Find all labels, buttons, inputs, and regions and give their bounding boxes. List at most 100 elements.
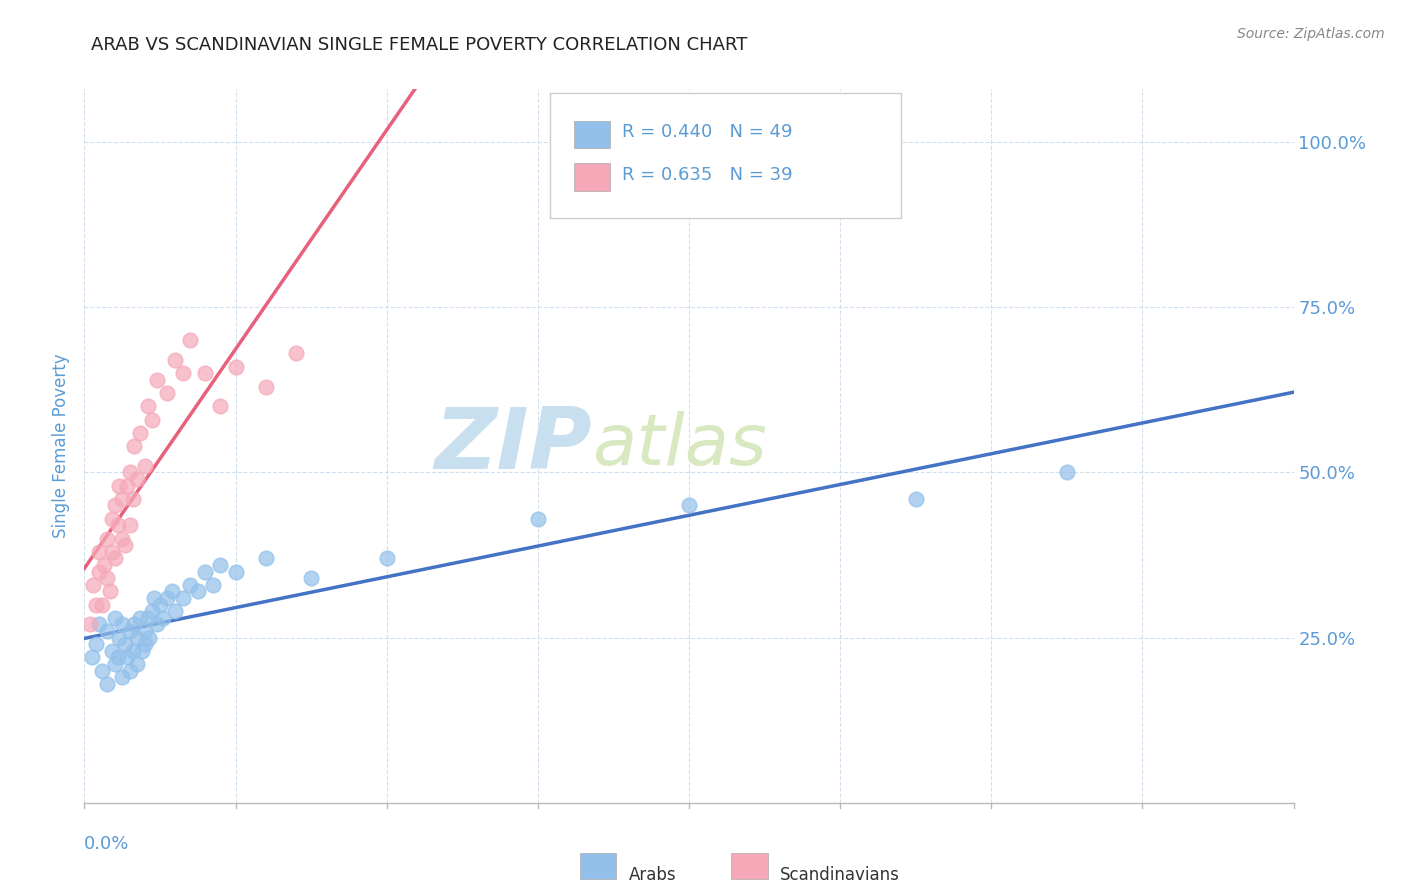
Point xyxy=(115,478,138,492)
Point xyxy=(136,400,159,414)
Point xyxy=(89,545,111,559)
Point xyxy=(904,491,927,506)
Point xyxy=(111,532,134,546)
Text: R = 0.635   N = 39: R = 0.635 N = 39 xyxy=(623,166,793,184)
Point xyxy=(156,386,179,401)
Point xyxy=(146,373,169,387)
Point xyxy=(165,604,187,618)
Point xyxy=(134,458,156,473)
Point xyxy=(152,611,174,625)
Point xyxy=(80,650,103,665)
Point xyxy=(285,346,308,360)
Point xyxy=(129,611,152,625)
Point xyxy=(142,591,165,605)
Point xyxy=(172,367,194,381)
Point xyxy=(118,466,141,480)
Point xyxy=(146,617,169,632)
Point xyxy=(91,598,114,612)
Point xyxy=(194,565,217,579)
Point xyxy=(114,637,136,651)
Point xyxy=(131,644,153,658)
Point xyxy=(127,472,149,486)
Point xyxy=(375,551,398,566)
Point xyxy=(141,604,163,618)
FancyBboxPatch shape xyxy=(574,120,610,148)
Point xyxy=(141,412,163,426)
Text: ZIP: ZIP xyxy=(434,404,592,488)
Point xyxy=(172,591,194,605)
Text: R = 0.440   N = 49: R = 0.440 N = 49 xyxy=(623,123,793,141)
Point xyxy=(149,598,172,612)
Point xyxy=(111,617,134,632)
Point xyxy=(111,670,134,684)
FancyBboxPatch shape xyxy=(731,854,768,880)
Point xyxy=(209,400,232,414)
Point xyxy=(91,664,114,678)
Point xyxy=(115,650,138,665)
Point xyxy=(100,644,122,658)
Point xyxy=(127,631,149,645)
Point xyxy=(98,584,121,599)
Point xyxy=(299,571,322,585)
Text: Scandinavians: Scandinavians xyxy=(780,865,900,884)
Point xyxy=(79,617,101,632)
Point xyxy=(165,353,187,368)
Text: Arabs: Arabs xyxy=(628,865,676,884)
Point xyxy=(107,650,129,665)
Point xyxy=(82,578,104,592)
Point xyxy=(100,511,122,525)
Point xyxy=(179,333,201,347)
Point xyxy=(104,499,127,513)
Point xyxy=(254,379,277,393)
Text: Source: ZipAtlas.com: Source: ZipAtlas.com xyxy=(1237,27,1385,41)
Point xyxy=(108,631,131,645)
FancyBboxPatch shape xyxy=(574,163,610,191)
Point xyxy=(201,578,224,592)
Point xyxy=(96,677,118,691)
Point xyxy=(121,644,143,658)
Point xyxy=(127,657,149,671)
Point xyxy=(156,591,179,605)
Point xyxy=(89,565,111,579)
Point xyxy=(179,578,201,592)
Point xyxy=(89,617,111,632)
Point xyxy=(194,367,217,381)
Point xyxy=(1056,466,1078,480)
Point xyxy=(118,518,141,533)
Point xyxy=(254,551,277,566)
Point xyxy=(114,538,136,552)
Point xyxy=(96,571,118,585)
Point xyxy=(225,565,247,579)
Point xyxy=(86,637,108,651)
Point xyxy=(104,657,127,671)
Point xyxy=(108,478,131,492)
Point xyxy=(111,491,134,506)
Point xyxy=(96,624,118,638)
Point xyxy=(134,624,156,638)
Y-axis label: Single Female Poverty: Single Female Poverty xyxy=(52,354,70,538)
Point xyxy=(160,584,183,599)
Point xyxy=(225,359,247,374)
FancyBboxPatch shape xyxy=(550,93,901,218)
Point xyxy=(209,558,232,572)
FancyBboxPatch shape xyxy=(581,854,616,880)
Point xyxy=(118,664,141,678)
Text: atlas: atlas xyxy=(592,411,766,481)
Point xyxy=(136,611,159,625)
Text: ARAB VS SCANDINAVIAN SINGLE FEMALE POVERTY CORRELATION CHART: ARAB VS SCANDINAVIAN SINGLE FEMALE POVER… xyxy=(91,36,748,54)
Point xyxy=(122,439,145,453)
Point xyxy=(107,518,129,533)
Point xyxy=(118,624,141,638)
Point xyxy=(678,499,700,513)
Point xyxy=(187,584,209,599)
Point xyxy=(96,532,118,546)
Point xyxy=(122,617,145,632)
Point xyxy=(104,551,127,566)
Point xyxy=(100,545,122,559)
Point xyxy=(527,511,550,525)
Point xyxy=(93,558,115,572)
Point xyxy=(129,425,152,440)
Point xyxy=(86,598,108,612)
Text: 0.0%: 0.0% xyxy=(84,835,129,853)
Point xyxy=(121,491,143,506)
